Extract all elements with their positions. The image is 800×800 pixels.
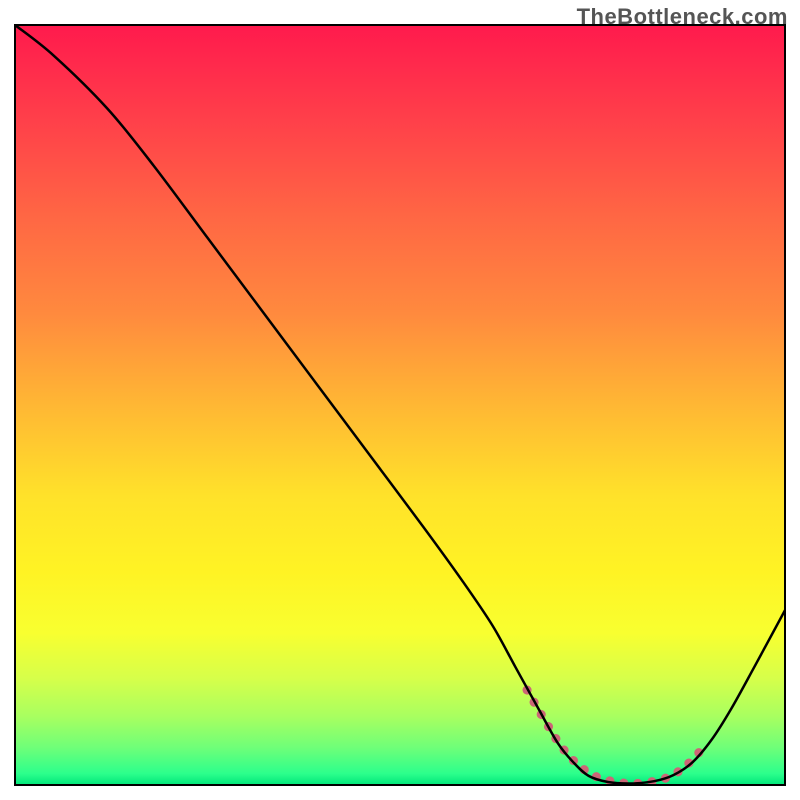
watermark-text: TheBottleneck.com (577, 4, 788, 30)
bottleneck-curve-chart (0, 0, 800, 800)
gradient-background (15, 25, 785, 785)
